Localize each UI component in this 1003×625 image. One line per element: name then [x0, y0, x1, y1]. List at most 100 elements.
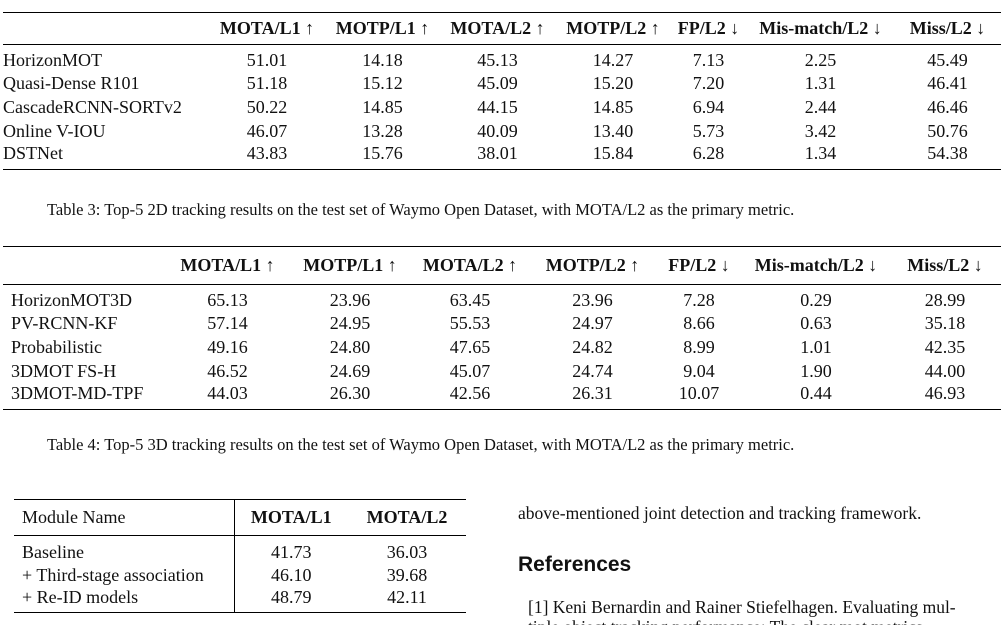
table-cell: 15.12 [362, 72, 403, 93]
table-cell: 13.28 [362, 120, 403, 141]
table-cell: 38.01 [477, 143, 518, 163]
table-row: 3DMOT-MD-TPF 44.03 26.30 42.56 26.31 10.… [3, 383, 1001, 410]
header-cell: Miss/L2 ↓ [894, 12, 1001, 45]
module-name: + Re-ID models [14, 587, 235, 613]
table-cell: 6.94 [692, 96, 725, 117]
table-cell: 0.29 [800, 290, 832, 310]
table-row: Online V-IOU 46.07 13.28 40.09 13.40 5.7… [3, 119, 1001, 143]
table-cell: 40.09 [477, 120, 518, 141]
table-cell: 35.18 [924, 312, 966, 333]
table-row: HorizonMOT 51.01 14.18 45.13 14.27 7.13 … [3, 45, 1001, 72]
table-cell: 14.85 [362, 96, 403, 117]
module-name: + Third-stage association [14, 563, 235, 587]
table-cell: 24.82 [572, 336, 613, 357]
method-name: 3DMOT FS-H [11, 360, 117, 381]
header-cell: Miss/L2 ↓ [889, 246, 1001, 285]
header-cell [3, 246, 165, 285]
header-cell: MOTA/L1 ↑ [208, 12, 326, 45]
table-cell: 44.15 [477, 96, 518, 117]
table-cell: 24.97 [572, 312, 613, 333]
table-cell: 46.52 [207, 360, 248, 381]
table-cell: 42.35 [924, 336, 966, 357]
header-cell: Mis-match/L2 ↓ [743, 246, 889, 285]
table-cell: 7.20 [692, 72, 725, 93]
table-cell: 2.44 [804, 96, 837, 117]
method-name: CascadeRCNN-SORTv2 [3, 96, 182, 117]
ablation-table: Module Name MOTA/L1 MOTA/L2 Baseline 41.… [14, 499, 466, 613]
header-cell: MOTP/L2 ↑ [556, 12, 670, 45]
table-row: + Third-stage association 46.10 39.68 [14, 563, 466, 587]
table-cell: 23.96 [572, 290, 613, 310]
table-cell: 46.10 [271, 564, 312, 585]
table-cell: 46.46 [927, 96, 968, 117]
table-row: DSTNet 43.83 15.76 38.01 15.84 6.28 1.34… [3, 143, 1001, 170]
header-cell: MOTA/L1 ↑ [165, 246, 290, 285]
table-cell: 50.76 [927, 120, 968, 141]
table-cell: 47.65 [449, 336, 491, 357]
table-cell: 13.40 [592, 120, 634, 141]
table-cell: 45.09 [477, 72, 518, 93]
header-cell: MOTP/L1 ↑ [290, 246, 410, 285]
table-row: 3DMOT FS-H 46.52 24.69 45.07 24.74 9.04 … [3, 359, 1001, 383]
table-row: Baseline 41.73 36.03 [14, 535, 466, 563]
table-row: Quasi-Dense R101 51.18 15.12 45.09 15.20… [3, 71, 1001, 95]
header-cell [3, 12, 208, 45]
table-cell: 41.73 [271, 542, 312, 562]
header-cell: Mis-match/L2 ↓ [747, 12, 894, 45]
table-header-row: MOTA/L1 ↑ MOTP/L1 ↑ MOTA/L2 ↑ MOTP/L2 ↑ … [3, 12, 1001, 45]
table-cell: 44.00 [924, 360, 966, 381]
table-cell: 1.34 [804, 143, 837, 163]
table-cell: 48.79 [271, 587, 312, 607]
header-cell: FP/L2 ↓ [670, 12, 747, 45]
table-cell: 9.04 [683, 360, 715, 381]
table-3-caption: Table 3: Top-5 2D tracking results on th… [47, 200, 795, 219]
table-cell: 42.11 [387, 587, 427, 607]
table-cell: 3.42 [804, 120, 837, 141]
table-cell: 14.18 [362, 50, 403, 70]
table-cell: 14.85 [592, 96, 634, 117]
table-cell: 24.69 [329, 360, 371, 381]
header-cell: MOTA/L2 ↑ [410, 246, 530, 285]
method-name: Quasi-Dense R101 [3, 72, 140, 93]
reference-continuation-text: tiple object tracking performance: The c… [528, 617, 988, 625]
references-heading: References [518, 553, 632, 576]
table-cell: 5.73 [692, 120, 725, 141]
table-cell: 15.84 [592, 143, 634, 163]
table-row: HorizonMOT3D 65.13 23.96 63.45 23.96 7.2… [3, 285, 1001, 312]
table-cell: 51.18 [246, 72, 288, 93]
table-cell: 15.76 [362, 143, 403, 163]
header-cell: Module Name [14, 499, 235, 536]
table-cell: 24.80 [329, 336, 371, 357]
reference-continuation: tiple object tracking performance: The c… [528, 617, 988, 625]
table-row: PV-RCNN-KF 57.14 24.95 55.53 24.97 8.66 … [3, 311, 1001, 335]
table-cell: 65.13 [207, 290, 248, 310]
header-cell: MOTP/L2 ↑ [530, 246, 655, 285]
table-header-row: MOTA/L1 ↑ MOTP/L1 ↑ MOTA/L2 ↑ MOTP/L2 ↑ … [3, 246, 1001, 285]
table-header-row: Module Name MOTA/L1 MOTA/L2 [14, 499, 466, 536]
table-cell: 15.20 [592, 72, 634, 93]
table-cell: 1.90 [800, 360, 832, 381]
table-cell: 36.03 [386, 542, 428, 562]
table-cell: 26.30 [329, 383, 371, 403]
table-cell: 0.63 [800, 312, 832, 333]
table-cell: 57.14 [207, 312, 248, 333]
table-cell: 50.22 [246, 96, 288, 117]
table-cell: 8.66 [683, 312, 715, 333]
table-cell: 7.28 [683, 290, 715, 310]
table-cell: 46.41 [927, 72, 968, 93]
table-cell: 24.95 [329, 312, 371, 333]
table-cell: 46.07 [246, 120, 288, 141]
table-cell: 26.31 [572, 383, 613, 403]
table-cell: 45.07 [449, 360, 491, 381]
table-cell: 45.49 [927, 50, 968, 70]
table-row: CascadeRCNN-SORTv2 50.22 14.85 44.15 14.… [3, 95, 1001, 119]
table-cell: 23.96 [329, 290, 371, 310]
table-row: Probabilistic 49.16 24.80 47.65 24.82 8.… [3, 335, 1001, 359]
table-cell: 55.53 [449, 312, 491, 333]
table-cell: 6.28 [692, 143, 725, 163]
table-cell: 46.93 [924, 383, 966, 403]
table-cell: 0.44 [800, 383, 832, 403]
method-name: Online V-IOU [3, 120, 106, 141]
table-cell: 14.27 [592, 50, 634, 70]
table-4-caption: Table 4: Top-5 3D tracking results on th… [47, 435, 795, 454]
